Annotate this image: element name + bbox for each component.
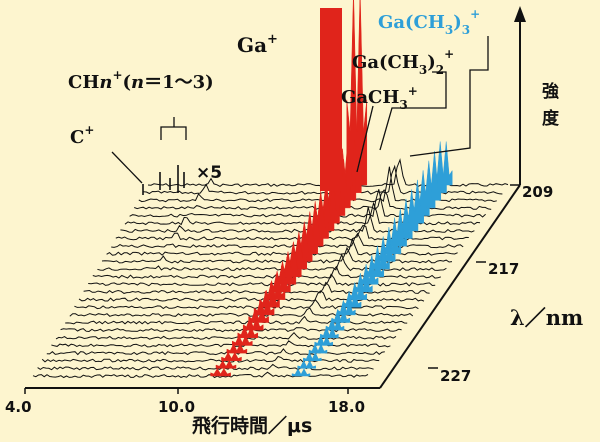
gach33-peak — [325, 317, 345, 331]
x-tick-label: 10.0 — [158, 398, 195, 416]
z-tick-label: 227 — [440, 367, 471, 385]
ga-main-peak — [320, 8, 342, 191]
label-times5: ×5 — [196, 163, 222, 183]
svg-text:C+: C+ — [70, 123, 94, 148]
spectrum-trace — [83, 281, 430, 295]
z-axis-label: λ／nm — [510, 305, 583, 330]
spectrum-trace — [120, 206, 475, 233]
label-gach33: Ga(CH3)3+ — [378, 7, 480, 37]
label-c: C+ — [70, 123, 94, 148]
front-axis-lines — [24, 6, 526, 394]
spectrum-trace — [51, 340, 391, 348]
spectrum-trace — [92, 265, 441, 279]
gach33-peak — [348, 282, 368, 300]
leader-lines — [111, 36, 489, 184]
ga-peak — [232, 334, 253, 346]
gach33-peak — [303, 351, 322, 361]
spectrum-trace — [97, 253, 447, 272]
ga-peak — [210, 368, 231, 377]
spectrum-trace — [74, 298, 419, 310]
spectrum-trace — [55, 331, 397, 340]
label-chn: CHn+(n＝1〜3) — [68, 68, 214, 93]
spectrum-trace — [60, 327, 402, 333]
x-tick-label: 18.0 — [328, 398, 365, 416]
y-axis-label: 強度 — [538, 81, 559, 136]
ga-peak — [346, 0, 368, 186]
label-gach32: Ga(CH3)2+ — [352, 47, 454, 77]
ga-peak — [215, 360, 237, 369]
intensity-axis-arrow — [514, 6, 526, 22]
svg-text:Ga(CH3)2+: Ga(CH3)2+ — [352, 47, 454, 77]
ga-peak — [226, 343, 248, 354]
gach33-peak — [314, 334, 333, 346]
spectrum-trace — [46, 348, 385, 356]
svg-text:Ga+: Ga+ — [237, 32, 278, 57]
ga-peak — [248, 307, 269, 323]
gach33-peak — [320, 325, 339, 339]
svg-text:CHn+(n＝1〜3): CHn+(n＝1〜3) — [68, 68, 214, 93]
label-ga: Ga+ — [237, 32, 278, 57]
depth-axis — [379, 184, 521, 389]
z-tick-label: 209 — [522, 183, 553, 201]
label-gach3: GaCH3+ — [341, 84, 418, 112]
spectrum-trace — [37, 363, 374, 371]
spectrum-trace — [65, 315, 408, 325]
gach33-peak — [308, 343, 328, 354]
x-tick-label: 4.0 — [5, 398, 32, 416]
svg-text:Ga(CH3)3+: Ga(CH3)3+ — [378, 7, 480, 37]
x-axis-label: 飛行時間／μs — [192, 414, 312, 437]
spectrum-trace — [134, 189, 492, 211]
gach33-peak — [342, 291, 362, 308]
spectrum-trace — [41, 355, 380, 363]
ga-peak — [221, 351, 242, 361]
spectrum-trace — [32, 371, 369, 379]
spectrum-trace — [69, 307, 414, 317]
gach33-peak — [291, 368, 311, 377]
ga-peak — [242, 316, 264, 331]
gach33-peak — [337, 299, 356, 316]
gach33-peak — [297, 360, 316, 369]
svg-text:GaCH3+: GaCH3+ — [341, 84, 418, 112]
gach33-peak — [331, 308, 350, 323]
spectrum-trace — [124, 201, 481, 226]
z-tick-label: 217 — [488, 260, 519, 278]
ga-peak — [237, 325, 259, 339]
spectrum-traces — [32, 0, 509, 379]
